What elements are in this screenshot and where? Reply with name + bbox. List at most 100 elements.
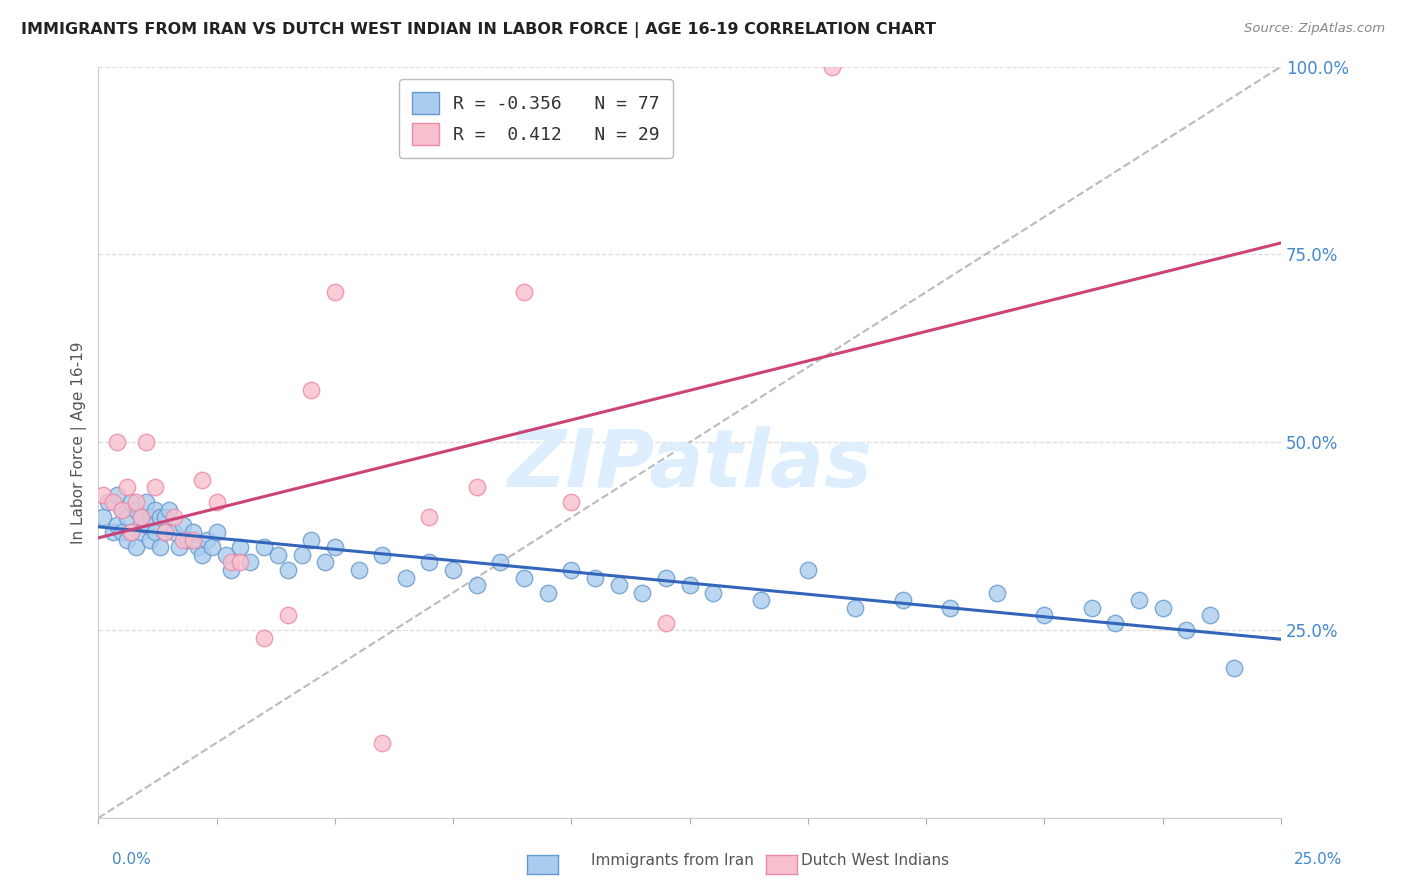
- Point: [101, 495, 124, 509]
- Point: [631, 585, 654, 599]
- Point: [1175, 623, 1198, 637]
- Point: [205, 525, 228, 540]
- Point: [181, 533, 204, 547]
- Point: [371, 736, 394, 750]
- Point: [1128, 593, 1150, 607]
- Point: [820, 60, 842, 74]
- Point: [465, 480, 488, 494]
- Point: [91, 510, 114, 524]
- Point: [267, 548, 290, 562]
- Point: [1104, 615, 1126, 630]
- Point: [139, 533, 162, 547]
- Point: [135, 517, 157, 532]
- Point: [163, 510, 186, 524]
- Point: [135, 495, 157, 509]
- Point: [129, 510, 152, 524]
- Point: [253, 541, 276, 555]
- Point: [163, 525, 186, 540]
- Point: [513, 285, 536, 299]
- Point: [560, 563, 582, 577]
- Point: [167, 541, 190, 555]
- Point: [939, 600, 962, 615]
- Point: [153, 525, 176, 540]
- Point: [135, 435, 157, 450]
- Point: [314, 556, 336, 570]
- Point: [797, 563, 820, 577]
- Point: [513, 570, 536, 584]
- Point: [125, 503, 148, 517]
- Point: [277, 608, 299, 623]
- Point: [371, 548, 394, 562]
- Point: [489, 556, 512, 570]
- Point: [97, 495, 120, 509]
- Point: [111, 503, 134, 517]
- Point: [149, 541, 172, 555]
- Point: [655, 570, 678, 584]
- Point: [143, 503, 166, 517]
- Point: [111, 525, 134, 540]
- Point: [215, 548, 238, 562]
- Point: [121, 495, 143, 509]
- Point: [277, 563, 299, 577]
- Point: [299, 383, 322, 397]
- Point: [125, 541, 148, 555]
- Point: [157, 503, 180, 517]
- Point: [418, 556, 440, 570]
- Point: [105, 435, 128, 450]
- Point: [115, 510, 138, 524]
- Point: [291, 548, 314, 562]
- Point: [173, 533, 195, 547]
- Point: [201, 541, 224, 555]
- Point: [153, 510, 176, 524]
- Point: [153, 525, 176, 540]
- Point: [655, 615, 678, 630]
- Point: [239, 556, 262, 570]
- Point: [191, 548, 214, 562]
- Point: [347, 563, 370, 577]
- Point: [115, 533, 138, 547]
- Point: [125, 495, 148, 509]
- Point: [143, 525, 166, 540]
- Point: [219, 563, 242, 577]
- Point: [195, 533, 218, 547]
- Legend: R = -0.356   N = 77, R =  0.412   N = 29: R = -0.356 N = 77, R = 0.412 N = 29: [399, 79, 672, 158]
- Point: [105, 488, 128, 502]
- Point: [1152, 600, 1174, 615]
- Point: [1080, 600, 1102, 615]
- Point: [143, 480, 166, 494]
- Text: Source: ZipAtlas.com: Source: ZipAtlas.com: [1244, 22, 1385, 36]
- Text: ZIPatlas: ZIPatlas: [508, 425, 872, 504]
- Point: [418, 510, 440, 524]
- Point: [1199, 608, 1222, 623]
- Point: [115, 480, 138, 494]
- Point: [891, 593, 914, 607]
- Point: [679, 578, 702, 592]
- Point: [111, 503, 134, 517]
- Point: [749, 593, 772, 607]
- Point: [323, 541, 346, 555]
- Point: [219, 556, 242, 570]
- Point: [465, 578, 488, 592]
- Point: [583, 570, 606, 584]
- Point: [1222, 660, 1244, 674]
- Point: [323, 285, 346, 299]
- Point: [181, 525, 204, 540]
- Point: [299, 533, 322, 547]
- Point: [121, 525, 143, 540]
- Text: 0.0%: 0.0%: [112, 852, 152, 867]
- Point: [91, 488, 114, 502]
- Point: [253, 631, 276, 645]
- Point: [149, 510, 172, 524]
- Point: [229, 541, 252, 555]
- Text: 25.0%: 25.0%: [1295, 852, 1343, 867]
- Point: [173, 517, 195, 532]
- Point: [129, 525, 152, 540]
- Point: [702, 585, 724, 599]
- Point: [105, 517, 128, 532]
- Text: Immigrants from Iran: Immigrants from Iran: [591, 854, 754, 868]
- Y-axis label: In Labor Force | Age 16-19: In Labor Force | Age 16-19: [72, 341, 87, 543]
- Point: [986, 585, 1008, 599]
- Point: [1033, 608, 1056, 623]
- Point: [205, 495, 228, 509]
- Point: [139, 510, 162, 524]
